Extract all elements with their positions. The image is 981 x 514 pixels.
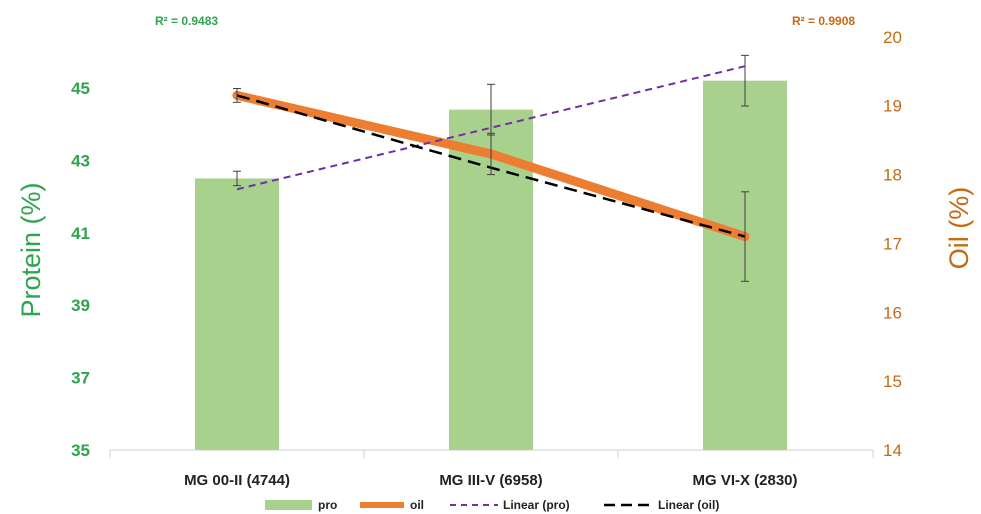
left-tick-label: 39 xyxy=(71,296,90,315)
trendline-pro xyxy=(236,65,746,191)
category-label: MG III-V (6958) xyxy=(439,472,542,489)
legend-label-oil: oil xyxy=(410,498,424,512)
bar-pro xyxy=(195,178,279,450)
right-tick-label: 16 xyxy=(883,303,902,322)
right-tick-label: 19 xyxy=(883,97,902,116)
right-tick-label: 15 xyxy=(883,372,902,391)
right-tick-label: 18 xyxy=(883,166,902,185)
left-tick-label: 37 xyxy=(71,369,90,388)
legend-label-linear-pro: Linear (pro) xyxy=(503,498,570,512)
left-tick-label: 41 xyxy=(71,224,90,243)
right-tick-label: 14 xyxy=(883,441,902,460)
category-label: MG VI-X (2830) xyxy=(692,472,797,489)
left-tick-label: 35 xyxy=(71,441,90,460)
right-tick-label: 20 xyxy=(883,28,902,47)
legend: pro oil Linear (pro) Linear (oil) xyxy=(265,498,719,512)
error-bars xyxy=(233,54,749,282)
y-axis-title-left: Protein (%) xyxy=(16,182,46,317)
legend-label-linear-oil: Linear (oil) xyxy=(658,498,719,512)
y-axis-title-right: Oil (%) xyxy=(944,187,974,270)
category-label: MG 00-II (4744) xyxy=(184,472,290,489)
right-tick-label: 17 xyxy=(883,234,902,253)
left-axis-ticks: 35 37 39 41 43 45 xyxy=(71,79,90,460)
left-tick-label: 43 xyxy=(71,151,90,170)
legend-label-pro: pro xyxy=(318,498,337,512)
category-labels: MG 00-II (4744) MG III-V (6958) MG VI-X (2… xyxy=(109,450,874,489)
right-axis-ticks: 14 15 16 17 18 19 20 xyxy=(883,28,902,460)
r2-annotation-oil: R² = 0.9908 xyxy=(792,14,855,28)
r2-annotation-protein: R² = 0.9483 xyxy=(155,14,218,28)
legend-swatch-pro xyxy=(265,500,312,510)
left-tick-label: 45 xyxy=(71,79,90,98)
